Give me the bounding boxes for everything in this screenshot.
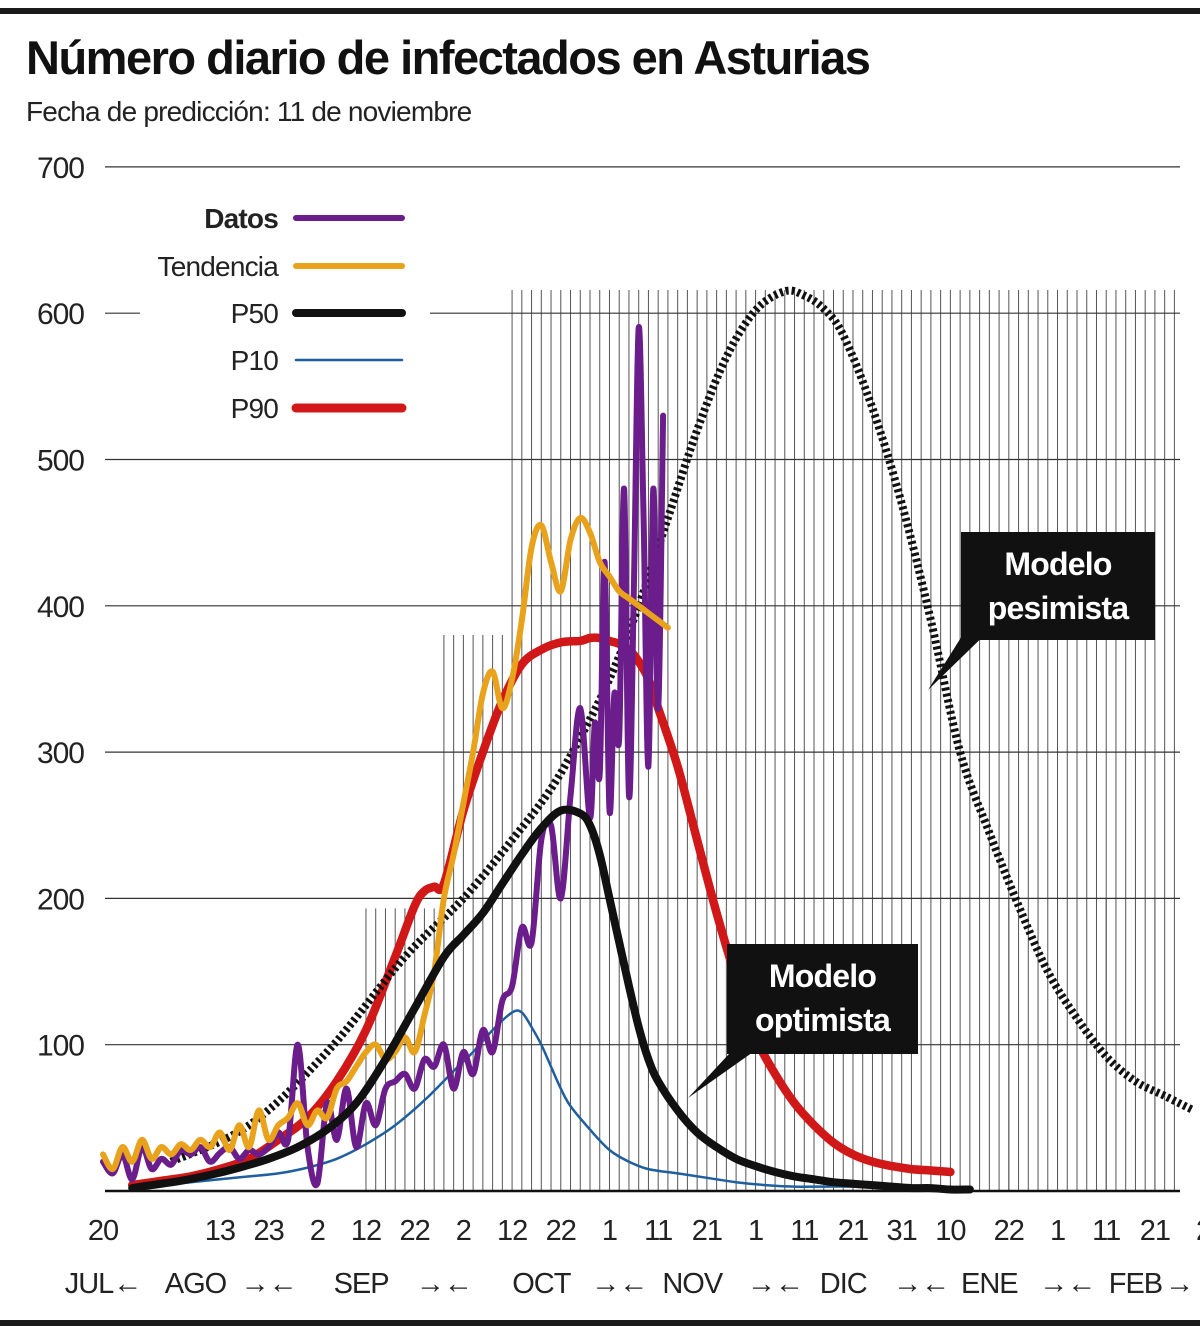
top-rule: [0, 8, 1200, 14]
x-tick-label: 2: [1196, 1215, 1200, 1247]
x-tick-label: 20: [88, 1215, 118, 1247]
x-tick-label: 11: [1092, 1215, 1120, 1247]
chart-title: Número diario de infectados en Asturias: [26, 31, 871, 84]
x-tick-label: 21: [838, 1215, 868, 1247]
annotation-text: Modelo: [769, 958, 876, 994]
x-tick-label: 21: [1140, 1215, 1170, 1247]
y-tick-label: 600: [37, 298, 84, 331]
x-tick-label: 12: [497, 1215, 527, 1247]
y-tick-label: 200: [37, 883, 84, 916]
month-label: NOV: [662, 1268, 724, 1300]
month-label: →←: [416, 1268, 472, 1300]
annotation-box: [727, 944, 918, 1054]
month-label: SEP: [334, 1268, 389, 1300]
x-tick-label: 1: [748, 1215, 763, 1247]
series-line-p10: [130, 1009, 942, 1191]
x-tick-label: 22: [546, 1215, 576, 1247]
month-label: →←: [241, 1268, 297, 1300]
month-label: → MAR: [1165, 1268, 1200, 1300]
month-label: →←: [893, 1268, 949, 1300]
x-tick-label: 22: [400, 1215, 430, 1247]
series-line-p90: [127, 633, 955, 1190]
legend-label: P90: [231, 393, 279, 424]
annotation-text: optimista: [755, 1002, 891, 1038]
annotation-callout: Modelo optimista: [688, 944, 918, 1098]
legend-label: Tendencia: [158, 251, 280, 282]
x-tick-label: 13: [205, 1215, 235, 1247]
legend-label: P10: [231, 345, 279, 376]
x-tick-label: 1: [1050, 1215, 1065, 1247]
x-tick-label: 22: [994, 1215, 1024, 1247]
annotation-callout: Modelo pesimista: [928, 532, 1155, 690]
y-tick-label: 100: [37, 1030, 84, 1063]
month-label: →←: [591, 1268, 647, 1300]
x-tick-label: 11: [790, 1215, 818, 1247]
annotation-text: pesimista: [988, 590, 1129, 626]
annotation-text: Modelo: [1004, 546, 1111, 582]
month-label: →←: [747, 1268, 803, 1300]
x-tick-label: 2: [456, 1215, 471, 1247]
month-label: AGO: [165, 1268, 227, 1300]
x-tick-label: 31: [887, 1215, 917, 1247]
chart-subtitle: Fecha de predicción: 11 de noviembre: [26, 96, 472, 127]
x-tick-label: 21: [692, 1215, 722, 1247]
y-tick-label: 400: [37, 591, 84, 624]
month-label: →←: [1039, 1268, 1095, 1300]
legend-label: Datos: [204, 203, 278, 234]
x-tick-label: 10: [935, 1215, 965, 1247]
month-label: ENE: [961, 1268, 1018, 1300]
x-tick-label: 23: [253, 1215, 283, 1247]
month-label: JUL←: [65, 1268, 142, 1300]
annotation-box: [961, 532, 1155, 640]
y-tick-label: 500: [37, 445, 84, 478]
x-tick-label: 11: [644, 1215, 672, 1247]
x-tick-label: 12: [351, 1215, 381, 1247]
bottom-rule: [0, 1320, 1200, 1326]
month-label: OCT: [512, 1268, 572, 1300]
series-line-p50: [128, 805, 974, 1194]
legend-label: P50: [231, 298, 279, 329]
annotation-pointer: [688, 1040, 770, 1098]
x-tick-label: 1: [602, 1215, 617, 1247]
y-tick-label: 700: [37, 152, 84, 185]
x-tick-label: 2: [310, 1215, 325, 1247]
month-label: DIC: [820, 1268, 867, 1300]
y-tick-label: 300: [37, 737, 84, 770]
series-line-modelo-pesimista: [169, 286, 1196, 1166]
month-label: FEB: [1109, 1268, 1162, 1300]
